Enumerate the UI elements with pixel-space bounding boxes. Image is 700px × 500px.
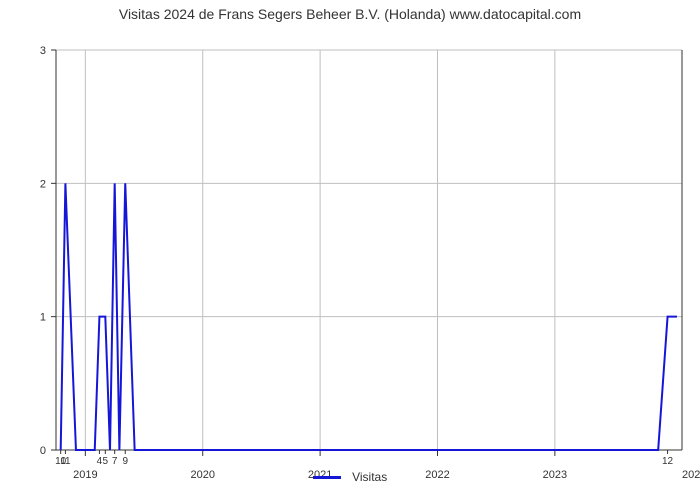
svg-text:1: 1 [40, 312, 46, 324]
svg-text:0: 0 [40, 445, 46, 457]
svg-text:9: 9 [122, 456, 128, 467]
line-chart: Visitas 2024 de Frans Segers Beheer B.V.… [0, 0, 700, 500]
svg-text:11: 11 [60, 456, 71, 467]
legend-swatch [313, 476, 341, 479]
svg-text:7: 7 [112, 456, 118, 467]
chart-svg: 0123201920202021202220232021011457912 [0, 22, 700, 492]
chart-title: Visitas 2024 de Frans Segers Beheer B.V.… [0, 0, 700, 22]
svg-text:3: 3 [40, 45, 46, 57]
svg-text:2: 2 [40, 178, 46, 190]
legend-label: Visitas [352, 470, 387, 484]
chart-legend: Visitas [0, 470, 700, 484]
svg-text:5: 5 [103, 456, 109, 467]
svg-text:12: 12 [662, 456, 674, 467]
